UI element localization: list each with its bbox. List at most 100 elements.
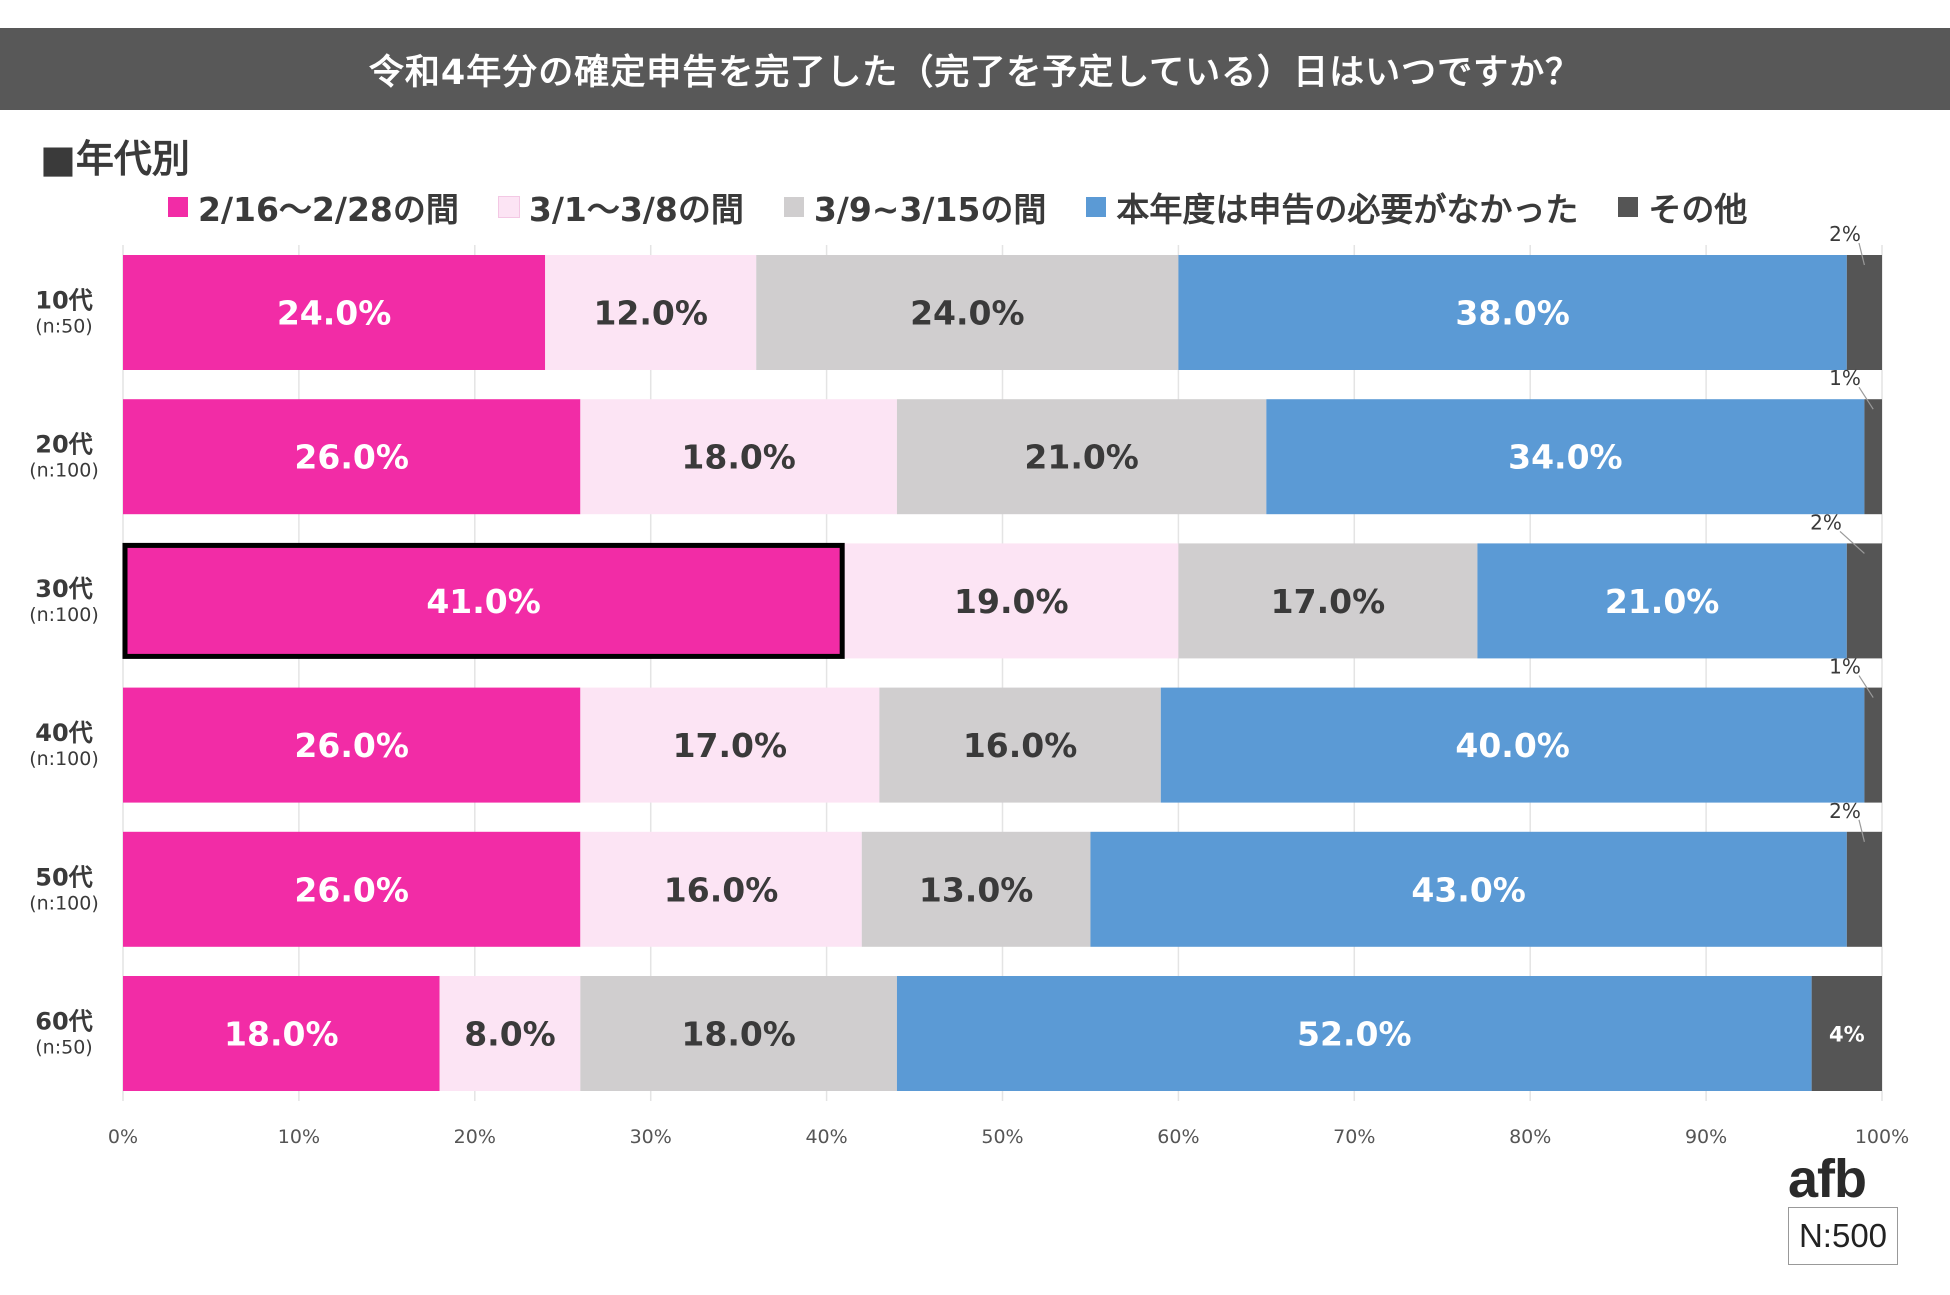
bar-segment [580,976,897,1091]
leader-line [1858,242,1865,266]
legend-swatch [1086,197,1107,217]
category-sublabel: (n:100) [29,460,99,482]
x-tick-label: 10% [278,1126,320,1148]
data-label: 2% [1810,510,1842,534]
legend-label: その他 [1648,190,1748,229]
bar-segment [1864,687,1882,803]
bar-segment [123,976,440,1091]
data-label: 26.0% [294,726,409,765]
x-tick-label: 50% [981,1126,1023,1148]
data-label: 21.0% [1024,438,1139,477]
data-label: 18.0% [681,1015,796,1054]
leader-line [1858,675,1874,698]
legend-swatch [783,197,804,217]
data-label: 38.0% [1455,294,1570,333]
data-label: 13.0% [919,870,1034,909]
data-label: 40.0% [1455,726,1570,765]
x-tick-label: 70% [1333,1126,1375,1148]
data-label: 8.0% [464,1015,556,1054]
data-label: 17.0% [673,726,788,765]
legend: 2/16～2/28の間 3/1～3/8の間 3/9~3/15の間 本年度は申告の… [168,182,1808,232]
legend-item: 3/9~3/15の間 [783,183,1046,231]
legend-label: 2/16～2/28の間 [198,190,459,229]
bar-segment [1160,687,1865,803]
bar-segment [1477,543,1847,659]
data-label: 16.0% [963,726,1078,765]
data-label: 24.0% [277,294,392,333]
legend-label: 本年度は申告の必要がなかった [1116,190,1579,229]
category-sublabel: (n:100) [29,892,99,914]
category-label: 30代 [35,575,92,603]
leader-line [1858,819,1865,842]
bar-segment [879,687,1161,803]
data-label: 19.0% [954,582,1069,621]
data-label: 18.0% [681,438,796,477]
data-label: 52.0% [1297,1015,1412,1054]
x-tick-label: 60% [1157,1126,1199,1148]
category-label: 40代 [35,719,92,747]
data-label: 1% [1829,655,1861,679]
bar-segment [123,687,581,803]
x-tick-label: 80% [1509,1126,1551,1148]
legend-label: 3/1～3/8の間 [528,190,744,229]
category-sublabel: (n:100) [29,604,99,626]
bar-segment [1846,255,1882,370]
category-sublabel: (n:50) [35,316,92,338]
x-tick-label: 30% [630,1126,672,1148]
bar-segment [756,255,1179,370]
logo-text: afb [1788,1149,1867,1209]
bar-segment [123,399,581,515]
highlight-outline [122,542,845,659]
bar-segment [439,976,581,1091]
legend-swatch [1618,197,1639,217]
category-label: 10代 [35,287,92,315]
category-sublabel: (n:50) [35,1037,92,1059]
bar-segment [861,831,1091,947]
bar-segment [844,543,1179,659]
category-label: 20代 [35,431,92,459]
data-label: 43.0% [1411,870,1526,909]
bar-segment [1846,831,1882,947]
chart-title: 令和4年分の確定申告を完了した（完了を予定している）日はいつですか？ [0,28,1950,110]
data-label: 34.0% [1508,438,1623,477]
bar-segment [1846,543,1882,659]
bar-segment [896,399,1267,515]
bar-segment [1811,976,1882,1091]
data-label: 2% [1829,799,1861,823]
bar-segment [1090,831,1847,947]
legend-swatch [168,197,188,217]
data-label: 2% [1829,222,1861,246]
bar-segment [123,543,845,659]
bar-segment [123,255,546,370]
category-sublabel: (n:100) [29,748,99,770]
data-label: 18.0% [224,1015,339,1054]
bar-segment [1178,255,1847,370]
x-tick-label: 0% [108,1126,138,1148]
bar-segment [580,687,880,803]
x-tick-label: 40% [805,1126,847,1148]
bar-segment [1178,543,1478,659]
section-label: ■年代別 [40,137,190,181]
data-label: 4% [1829,1023,1865,1047]
leader-line [1858,386,1874,410]
data-label: 24.0% [910,294,1025,333]
bar-segment [1864,399,1882,515]
data-label: 1% [1829,366,1861,390]
bar-segment [123,831,581,947]
data-label: 12.0% [593,294,708,333]
legend-item: その他 [1618,183,1747,231]
category-label: 60代 [35,1008,92,1036]
data-label: 16.0% [664,870,779,909]
bar-segment [545,255,757,370]
afb-logo: afb [1788,1148,1867,1210]
data-label: 17.0% [1271,582,1386,621]
legend-swatch [497,196,520,218]
x-tick-label: 20% [454,1126,496,1148]
category-label: 50代 [35,863,92,891]
bar-segment [580,831,862,947]
x-tick-label: 90% [1685,1126,1727,1148]
legend-item: 2/16～2/28の間 [168,183,459,231]
legend-item: 本年度は申告の必要がなかった [1086,183,1578,231]
bar-segment [580,399,897,515]
data-label: 26.0% [294,438,409,477]
